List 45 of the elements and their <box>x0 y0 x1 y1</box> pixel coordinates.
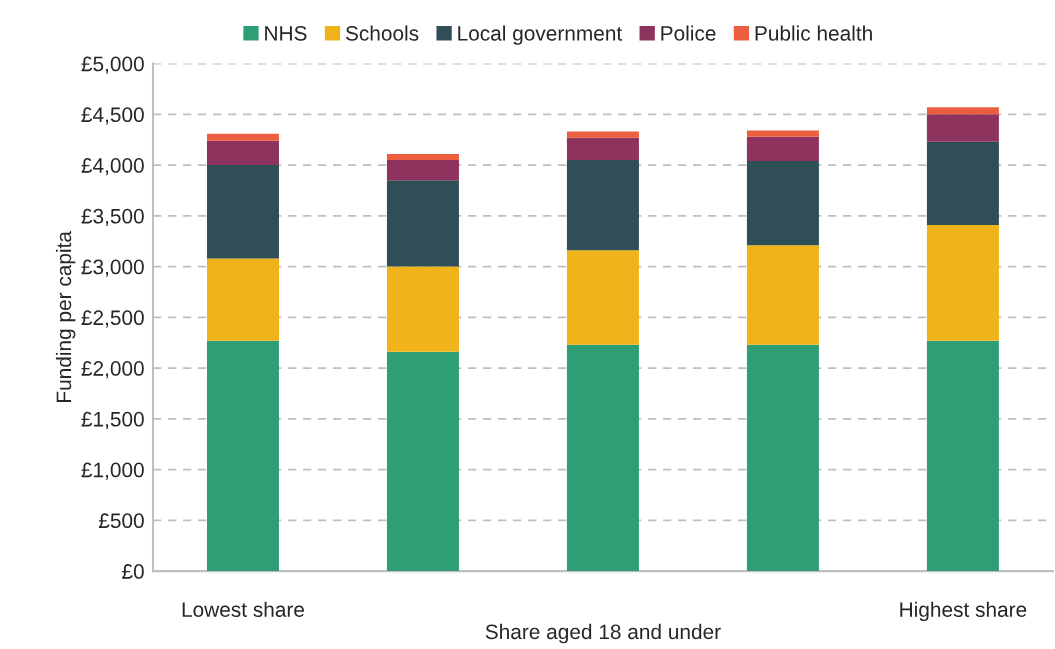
legend-label: Police <box>661 25 716 41</box>
x-tick-label: Lowest share <box>182 601 304 617</box>
y-tick-label: £1,000 <box>81 462 144 480</box>
bar <box>926 224 999 341</box>
bar <box>746 245 819 345</box>
bar <box>566 131 639 138</box>
y-tick-label: £3,500 <box>81 208 144 227</box>
x-axis-title: Share aged 18 and under <box>485 623 721 644</box>
y-tick-label: £3,000 <box>81 259 144 277</box>
x-tick-label: Highest share <box>900 601 1027 622</box>
y-tick-label: £2,000 <box>81 361 144 379</box>
bar <box>746 344 819 572</box>
y-tick-label: £0 <box>122 564 144 579</box>
bar <box>926 141 999 225</box>
y-tick-label: £1,500 <box>81 411 144 430</box>
legend-label: Schools <box>345 25 419 41</box>
bar <box>206 165 279 259</box>
legend-label: Local government <box>458 25 623 45</box>
bar <box>566 137 639 161</box>
bar <box>926 114 999 142</box>
bar <box>206 140 279 166</box>
bar <box>386 153 459 161</box>
bar <box>566 344 639 572</box>
bar <box>926 340 999 572</box>
legend-label: Public health <box>755 25 872 41</box>
legend-label: NHS <box>265 25 307 41</box>
bar <box>206 340 279 572</box>
bar <box>206 133 279 141</box>
bar <box>206 258 279 341</box>
y-tick-label: £2,500 <box>81 310 144 328</box>
bar <box>566 250 639 345</box>
bar <box>386 351 459 572</box>
y-axis-title: Funding per capita <box>55 231 76 402</box>
y-tick-label: £4,000 <box>81 158 144 176</box>
y-tick-label: £500 <box>98 513 144 529</box>
bar <box>746 136 819 162</box>
bar <box>746 130 819 137</box>
bar <box>386 160 459 181</box>
bar <box>386 180 459 267</box>
y-tick-label: £5,000 <box>81 56 144 74</box>
bar <box>566 160 639 251</box>
y-tick-label: £4,500 <box>81 107 144 125</box>
bar <box>746 161 819 246</box>
bar <box>926 107 999 115</box>
bar <box>386 266 459 352</box>
